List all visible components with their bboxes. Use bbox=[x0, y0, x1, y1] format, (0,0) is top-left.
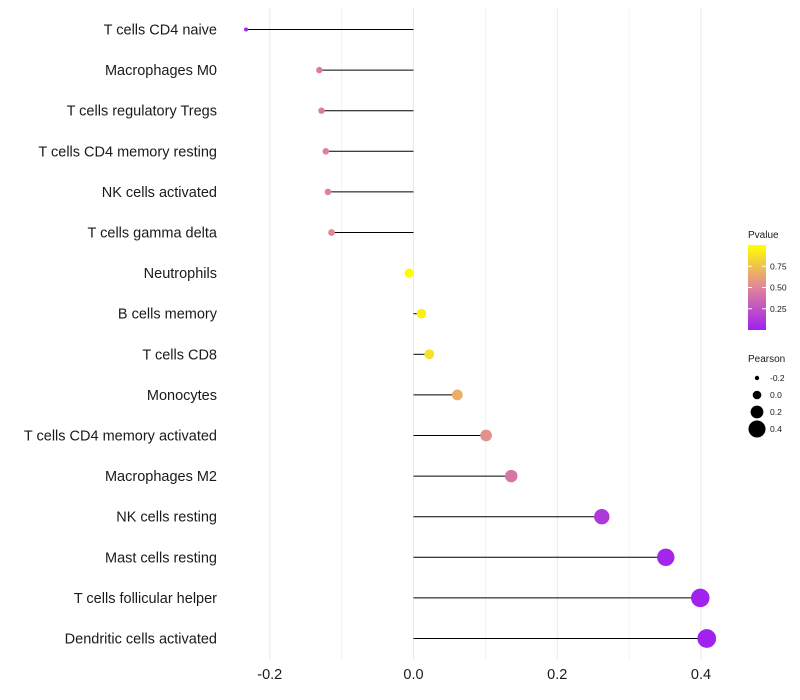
lollipop-point bbox=[404, 268, 414, 278]
pearson-key-dot bbox=[748, 420, 766, 438]
category-label: Monocytes bbox=[147, 388, 217, 404]
pvalue-tick-label: 0.50 bbox=[770, 283, 787, 293]
x-tick-label: 0.2 bbox=[547, 667, 567, 683]
category-label: T cells CD4 memory resting bbox=[38, 144, 217, 160]
lollipop-point bbox=[322, 148, 330, 155]
category-label: T cells follicular helper bbox=[74, 591, 217, 607]
category-label: NK cells activated bbox=[102, 185, 217, 201]
category-label: NK cells resting bbox=[116, 510, 217, 526]
category-label: T cells CD8 bbox=[142, 347, 217, 363]
x-axis-ticks: -0.2 0.0 0.2 0.4 bbox=[257, 667, 711, 683]
pvalue-colorbar bbox=[748, 245, 766, 330]
category-label: Macrophages M2 bbox=[105, 469, 217, 485]
lollipop-point bbox=[697, 629, 717, 648]
pearson-key-dot bbox=[754, 375, 760, 381]
lollipop-point bbox=[244, 27, 249, 32]
lollipop-point bbox=[480, 429, 492, 442]
lollipop-point bbox=[657, 548, 675, 567]
lollipop-point bbox=[318, 107, 325, 114]
category-label: Neutrophils bbox=[144, 266, 217, 282]
pearson-legend: Pearson -0.2 0.0 0.2 0.4 bbox=[748, 354, 785, 438]
pearson-key-dot bbox=[750, 405, 764, 419]
category-label: Dendritic cells activated bbox=[65, 632, 217, 648]
lollipop-point bbox=[316, 66, 323, 74]
pvalue-tick-label: 0.75 bbox=[770, 261, 787, 271]
lollipop-point bbox=[594, 509, 610, 525]
pearson-legend-title: Pearson bbox=[748, 354, 785, 365]
x-tick-label: -0.2 bbox=[257, 667, 282, 683]
category-label: Macrophages M0 bbox=[105, 63, 217, 79]
category-label: B cells memory bbox=[118, 307, 218, 323]
pvalue-tick-label: 0.25 bbox=[770, 304, 787, 314]
lollipop-point bbox=[451, 389, 463, 401]
lollipop-points bbox=[244, 27, 717, 648]
pvalue-legend: Pvalue 0.25 0.50 0.75 bbox=[748, 230, 787, 330]
category-label: Mast cells resting bbox=[105, 550, 217, 566]
category-label: T cells CD4 naive bbox=[104, 23, 217, 39]
lollipop-point bbox=[328, 229, 335, 236]
category-label: T cells gamma delta bbox=[88, 226, 218, 242]
pearson-key-label: 0.2 bbox=[770, 407, 782, 417]
lollipop-point bbox=[416, 308, 427, 319]
lollipop-point bbox=[424, 349, 435, 360]
x-tick-label: 0.0 bbox=[403, 667, 423, 683]
lollipop-point bbox=[505, 469, 518, 483]
grid-lines bbox=[269, 8, 702, 660]
pearson-key-label: 0.0 bbox=[770, 390, 782, 400]
pearson-key-label: 0.4 bbox=[770, 424, 782, 434]
category-label: T cells regulatory Tregs bbox=[67, 104, 217, 120]
category-label: T cells CD4 memory activated bbox=[24, 429, 217, 445]
pearson-key-dot bbox=[752, 390, 762, 400]
pearson-key-label: -0.2 bbox=[770, 373, 785, 383]
x-tick-label: 0.4 bbox=[691, 667, 711, 683]
pvalue-legend-title: Pvalue bbox=[748, 230, 779, 241]
lollipop-point bbox=[324, 188, 332, 196]
category-labels: T cells CD4 naive Macrophages M0 T cells r… bbox=[24, 23, 218, 648]
lollipop-stems bbox=[246, 29, 707, 639]
lollipop-point bbox=[691, 588, 710, 608]
